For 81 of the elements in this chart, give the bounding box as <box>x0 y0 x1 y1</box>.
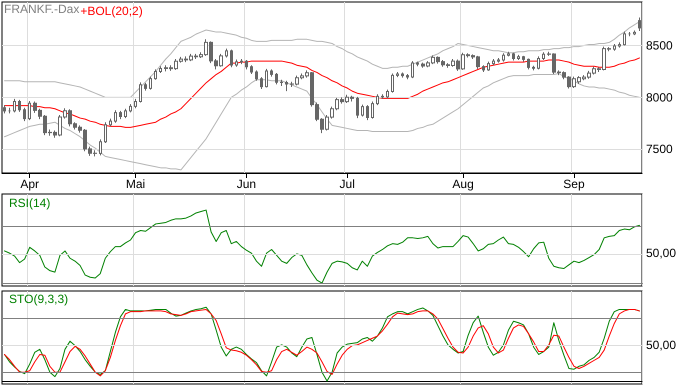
candlestick <box>275 72 278 85</box>
candlestick <box>8 107 11 114</box>
candlestick <box>285 80 288 92</box>
candlestick <box>507 51 510 57</box>
text: 50,00 <box>646 246 676 260</box>
x-tick-label: Jul <box>340 177 355 191</box>
candlestick <box>502 52 505 62</box>
text: RSI(14) <box>9 196 50 210</box>
candlestick <box>497 57 500 64</box>
x-tick-label: Mai <box>126 177 146 191</box>
candlestick <box>260 76 263 90</box>
line-series <box>4 73 640 170</box>
candlestick <box>129 104 132 113</box>
candlestick <box>613 43 616 52</box>
candlestick <box>225 48 228 58</box>
candlestick <box>376 94 379 106</box>
candlestick <box>270 68 273 78</box>
candlestick <box>542 52 545 61</box>
candlestick <box>386 89 389 99</box>
candlestick <box>487 61 490 72</box>
candlestick <box>154 68 157 80</box>
candlestick <box>371 100 374 120</box>
text: 50,00 <box>646 338 676 352</box>
candlestick <box>618 42 621 48</box>
candlestick <box>522 55 525 62</box>
candlestick <box>149 76 152 90</box>
chart-title: FRANKF.-Dax <box>4 2 80 16</box>
line-series <box>4 21 640 98</box>
candlestick <box>361 104 364 118</box>
candlestick <box>119 110 122 120</box>
candlestick <box>366 104 369 121</box>
candlestick <box>517 54 520 61</box>
candlestick <box>265 68 268 88</box>
y-tick-label: 8500 <box>646 38 674 53</box>
candlestick <box>391 73 394 94</box>
candlestick <box>230 49 233 68</box>
candlestick <box>134 98 137 109</box>
text: +BOL(20;2) <box>80 4 143 18</box>
candlestick <box>104 122 107 144</box>
candlestick <box>406 74 409 80</box>
candlestick <box>527 58 530 70</box>
candlestick <box>532 65 535 71</box>
candlestick <box>416 61 419 67</box>
candlestick <box>13 98 16 113</box>
x-tick-label: Sep <box>563 177 585 191</box>
candlestick <box>235 59 238 68</box>
candlestick <box>159 66 162 74</box>
candlestick <box>144 82 147 92</box>
candlestick <box>401 72 404 78</box>
x-tick-label: Jun <box>236 177 256 191</box>
candlestick <box>280 79 283 86</box>
candlestick <box>114 110 117 124</box>
candlestick <box>23 107 26 122</box>
line-series <box>4 57 640 128</box>
candlestick <box>623 31 626 46</box>
candlestick <box>482 64 485 72</box>
y-tick-label: 8000 <box>646 90 674 104</box>
candlestick <box>109 118 112 127</box>
candlestick <box>512 52 515 62</box>
x-tick-label: Aug <box>452 177 474 191</box>
text: STO(9,3,3) <box>9 292 68 306</box>
candlestick <box>537 56 540 70</box>
candlestick <box>633 30 636 36</box>
candlestick <box>381 94 384 100</box>
candlestick <box>638 17 641 32</box>
x-tick-label: Apr <box>20 177 40 191</box>
candlestick <box>492 58 495 66</box>
candlestick <box>124 108 127 119</box>
candlestick <box>356 96 359 119</box>
candlestick <box>240 58 243 65</box>
candlestick <box>396 71 399 78</box>
candlestick <box>245 60 248 70</box>
candlestick <box>411 60 414 79</box>
candlestick <box>18 99 21 112</box>
candlestick <box>99 138 102 156</box>
y-tick-label: 7500 <box>646 142 674 156</box>
candlestick <box>3 104 6 114</box>
candlestick <box>255 70 258 82</box>
candlestick <box>250 64 253 75</box>
candlestick <box>139 82 142 104</box>
candlestick <box>28 100 31 121</box>
